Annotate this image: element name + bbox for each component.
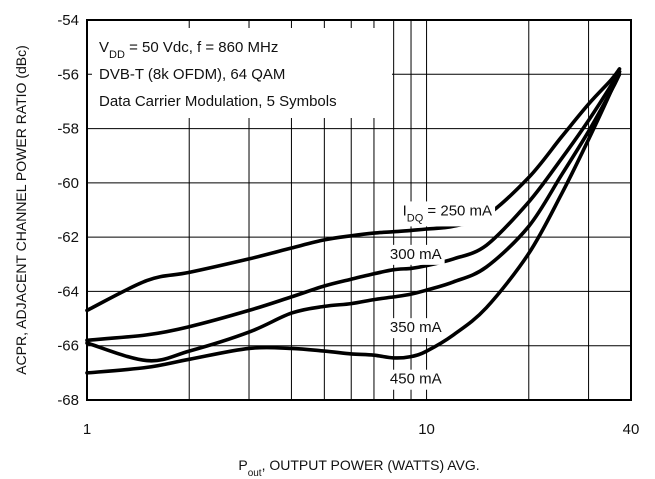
y-tick-label: -56 xyxy=(57,66,79,83)
annotation-line-1-rest: = 50 Vdc, f = 860 MHz xyxy=(125,39,278,56)
plot-frame xyxy=(86,19,632,401)
series-line xyxy=(85,69,622,343)
series-label-main: I xyxy=(403,202,407,219)
annotation-line-1: VDD = 50 Vdc, f = 860 MHz xyxy=(99,39,278,61)
annotation-line-1-sub: DD xyxy=(109,49,125,61)
x-tick-label: 1 xyxy=(83,421,91,438)
series-label-background xyxy=(399,201,496,227)
y-tick-label: -66 xyxy=(57,338,79,355)
y-tick-label: -62 xyxy=(57,229,79,246)
y-axis-title: ACPR, ADJACENT CHANNEL POWER RATIO (dBc) xyxy=(13,45,29,375)
y-tick-label: -54 xyxy=(57,12,79,29)
x-axis-title: Pout, OUTPUT POWER (WATTS) AVG. xyxy=(238,457,479,479)
y-tick-label: -68 xyxy=(57,392,79,409)
series-label-background xyxy=(386,318,445,339)
series-label: IDQ = 250 mA xyxy=(403,202,492,224)
series-lines xyxy=(85,67,622,375)
series-label-main: 350 mA xyxy=(390,319,442,336)
annotation-background xyxy=(92,28,392,118)
x-tick-label: 40 xyxy=(623,421,640,438)
x-tick-label: 10 xyxy=(418,421,435,438)
series-label: 450 mA xyxy=(390,371,442,388)
series-line xyxy=(85,72,622,363)
series-label-rest: = 250 mA xyxy=(423,202,492,219)
x-axis-title-sub: out xyxy=(248,468,262,479)
series-label-background xyxy=(386,244,445,265)
series-label-background xyxy=(386,369,445,390)
y-tick-label: -60 xyxy=(57,175,79,192)
series-label: 300 mA xyxy=(390,246,442,263)
series-label: 350 mA xyxy=(390,319,442,336)
annotation: VDD = 50 Vdc, f = 860 MHz DVB-T (8k OFDM… xyxy=(92,28,392,118)
annotation-line-2: DVB-T (8k OFDM), 64 QAM xyxy=(99,66,285,83)
x-axis-title-main: P xyxy=(238,457,247,473)
annotation-line-1-main: V xyxy=(99,39,109,56)
tick-labels: -54 -56 -58 -60 -62 -64 -66 -681 10 40 xyxy=(57,12,639,438)
series-line xyxy=(85,69,622,375)
x-axis-title-rest: , OUTPUT POWER (WATTS) AVG. xyxy=(262,457,480,473)
series-line xyxy=(85,67,622,313)
y-tick-label: -58 xyxy=(57,121,79,138)
series-label-main: 300 mA xyxy=(390,246,442,263)
y-tick-label: -64 xyxy=(57,283,79,300)
series-label-main: 450 mA xyxy=(390,371,442,388)
series-labels: IDQ = 250 mA 300 mA 350 mA 450 mA xyxy=(386,201,496,390)
series-label-sub: DQ xyxy=(407,212,424,224)
annotation-line-3: Data Carrier Modulation, 5 Symbols xyxy=(99,93,337,110)
